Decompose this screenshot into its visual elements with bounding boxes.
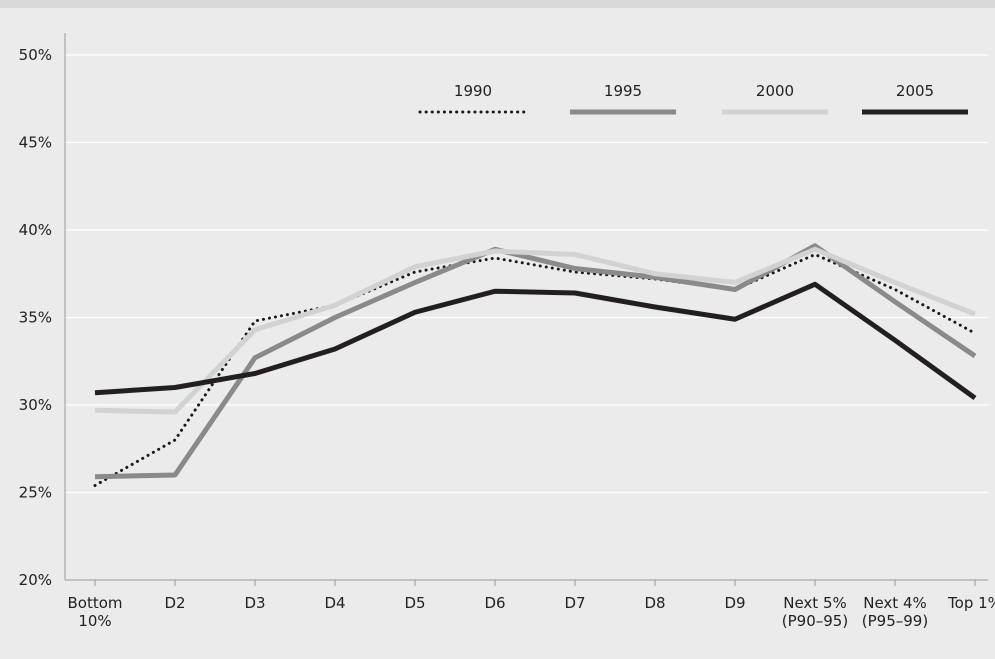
legend-label-2005: 2005: [896, 82, 934, 100]
x-tick-label: D2: [164, 594, 185, 612]
series-line-1990: [93, 253, 977, 487]
x-tick-label: D3: [244, 594, 265, 612]
legend-label-2000: 2000: [756, 82, 794, 100]
x-tick-label: Top 1%: [947, 594, 995, 612]
legend-label-1995: 1995: [604, 82, 642, 100]
x-tick-label: D9: [724, 594, 745, 612]
x-tick-label: D5: [404, 594, 425, 612]
x-tick-label: D6: [484, 594, 505, 612]
x-tick-label: Next 5% (P90–95): [782, 594, 848, 630]
y-tick-label: 35%: [19, 309, 52, 327]
x-tick-label: D4: [324, 594, 345, 612]
y-tick-label: 30%: [19, 396, 52, 414]
series-line-2005: [94, 281, 977, 401]
y-tick-label: 40%: [19, 221, 52, 239]
y-tick-label: 45%: [19, 134, 52, 152]
y-axis: 20% 25% 30% 35% 40% 45% 50%: [19, 33, 66, 589]
y-tick-label: 25%: [19, 484, 52, 502]
x-tick-label: Bottom 10%: [67, 594, 122, 630]
y-tick-label: 20%: [19, 571, 52, 589]
x-tick-label: D7: [564, 594, 585, 612]
x-tick-label: Next 4% (P95–99): [862, 594, 928, 630]
legend: 1990 1995 2000 2005: [418, 82, 968, 115]
top-band: [0, 0, 995, 8]
series-lines: [93, 243, 977, 487]
y-tick-label: 50%: [19, 46, 52, 64]
x-tick-label: D8: [644, 594, 665, 612]
x-axis: Bottom 10% D2 D3 D4 D5 D6 D7 D8 D9 Next 5% (P90–95)…: [65, 579, 995, 630]
gridlines: [65, 54, 988, 494]
legend-label-1990: 1990: [454, 82, 492, 100]
series-line-2000: [94, 246, 976, 415]
